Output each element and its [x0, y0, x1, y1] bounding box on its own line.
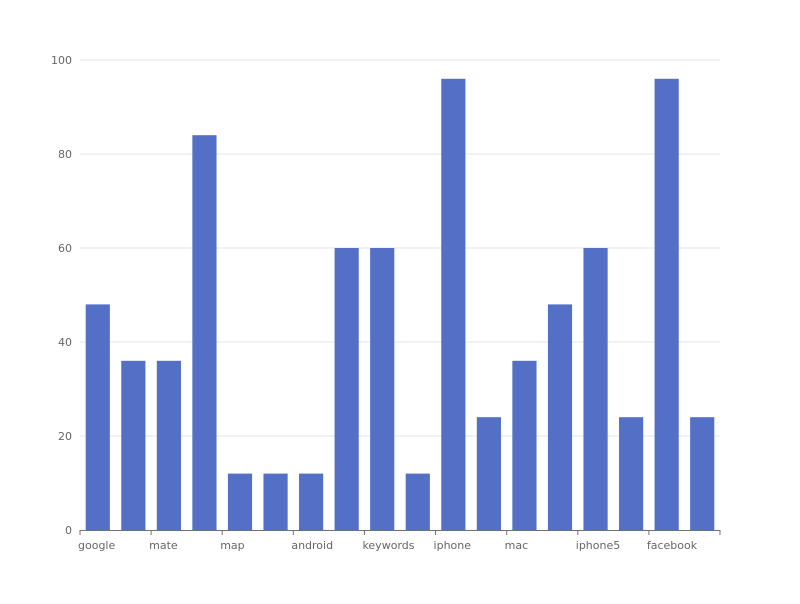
x-tick-label: keywords — [362, 539, 414, 552]
x-tick-label: android — [291, 539, 333, 552]
axes — [79, 530, 721, 535]
y-tick-label: 80 — [58, 148, 72, 161]
bar[interactable] — [547, 304, 573, 530]
x-tick-label: iphone5 — [576, 539, 620, 552]
y-tick-label: 100 — [51, 54, 72, 67]
bar[interactable] — [619, 417, 644, 530]
bar[interactable] — [227, 473, 253, 530]
x-tick-label: mac — [505, 539, 529, 552]
bars — [85, 78, 715, 531]
x-tick-label: google — [78, 539, 115, 552]
bar[interactable] — [334, 248, 359, 530]
bar[interactable] — [121, 360, 146, 530]
bar[interactable] — [512, 360, 537, 530]
y-tick-label: 40 — [58, 336, 72, 349]
bar[interactable] — [405, 473, 430, 530]
bar[interactable] — [299, 473, 324, 530]
bar[interactable] — [156, 360, 181, 530]
y-tick-label: 60 — [58, 242, 72, 255]
y-tick-label: 20 — [58, 430, 72, 443]
y-tick-label: 0 — [65, 524, 72, 537]
bar[interactable] — [192, 135, 217, 530]
bar[interactable] — [85, 304, 110, 530]
x-tick-label: facebook — [647, 539, 698, 552]
tick-labels: 0 20 40 60 80 100 google mate map android keywords… — [51, 54, 698, 552]
bar[interactable] — [476, 417, 501, 530]
bar[interactable] — [370, 248, 395, 530]
x-tick-label: map — [220, 539, 244, 552]
bar[interactable] — [690, 417, 715, 530]
x-tick-label: mate — [149, 539, 178, 552]
grid-lines — [80, 59, 720, 437]
x-tick-label: iphone — [434, 539, 472, 552]
bar[interactable] — [583, 248, 608, 530]
bar[interactable] — [654, 78, 679, 531]
bar[interactable] — [441, 78, 466, 531]
bar[interactable] — [263, 473, 288, 530]
